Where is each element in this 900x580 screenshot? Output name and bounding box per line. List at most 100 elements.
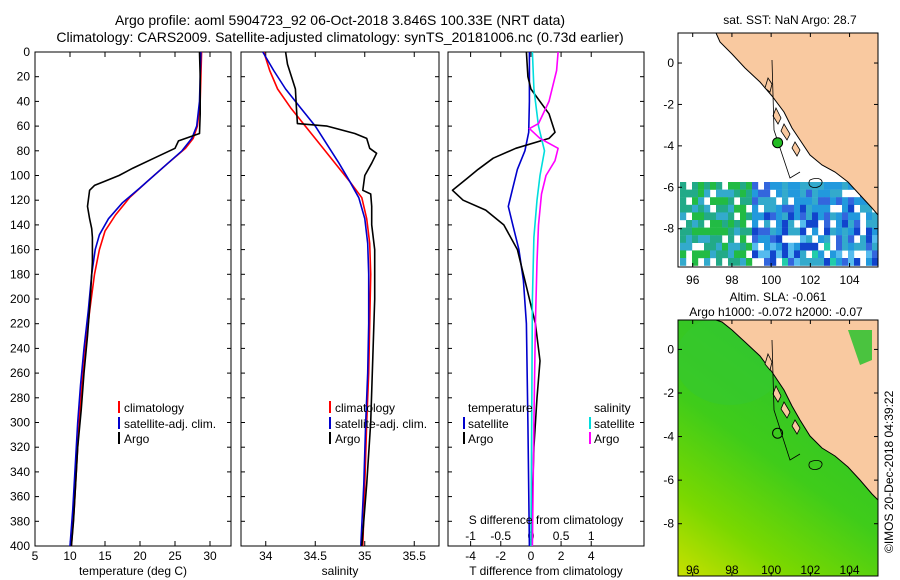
sst-cell — [854, 227, 861, 236]
difference-xlabel-top: S difference from climatology — [469, 513, 624, 527]
sst-cell — [818, 197, 825, 205]
sst-cell — [824, 189, 831, 198]
sst-cell — [752, 242, 759, 251]
sst-cell — [848, 204, 855, 213]
sst-cell — [836, 258, 843, 266]
sst-cell — [704, 182, 711, 190]
sla-map-island-2 — [772, 385, 782, 403]
sst-cell — [716, 212, 723, 221]
sst-cell — [788, 212, 795, 221]
sst-cell — [722, 189, 729, 198]
sst-cell — [794, 250, 801, 259]
sla-map-ytick-label: 0 — [667, 342, 674, 356]
sst-cell — [872, 227, 878, 236]
depth-tick-label: 260 — [10, 366, 30, 380]
sst-cell — [854, 212, 861, 221]
sst-cell — [806, 258, 813, 266]
sst-cell — [836, 197, 843, 205]
sst-cell — [764, 182, 771, 190]
sst-cell — [728, 250, 735, 259]
depth-tick-label: 100 — [10, 169, 30, 183]
sst-cell — [710, 250, 717, 259]
sst-cell — [722, 212, 729, 221]
sst-cell — [848, 258, 855, 266]
sst-map-island-1 — [764, 77, 773, 93]
difference-series-temperature-argo — [451, 52, 556, 546]
sst-cell — [800, 250, 807, 259]
sla-map: Altim. SLA: -0.061 Argo h1000: -0.072 h2… — [663, 290, 879, 577]
sst-cell — [824, 235, 831, 243]
sst-cell — [710, 197, 717, 205]
sst-cell — [806, 197, 813, 205]
sst-cell — [812, 250, 819, 259]
sst-cell — [680, 182, 687, 190]
sst-cell — [818, 212, 825, 221]
sst-cell — [710, 212, 717, 221]
sst-cell — [704, 212, 711, 221]
sst-cell — [800, 258, 807, 266]
difference-xtick-top-label: -0.5 — [490, 529, 511, 543]
sst-cell — [716, 227, 723, 236]
sst-cell — [782, 250, 789, 259]
sst-cell — [764, 227, 771, 236]
sst-cell — [866, 220, 873, 228]
sst-cell — [824, 220, 831, 228]
sst-cell — [848, 197, 855, 205]
sla-map-ytick-label: -6 — [663, 473, 674, 487]
sla-map-xtick-label: 98 — [725, 563, 739, 577]
sst-cell — [716, 250, 723, 259]
sst-cell — [836, 242, 843, 251]
sst-map-xtick-label: 98 — [725, 273, 739, 287]
sst-cell — [716, 197, 723, 205]
sst-cell — [848, 250, 855, 259]
salinity-xtick-label: 35.5 — [403, 549, 427, 563]
sst-cell — [764, 242, 771, 251]
sst-cell — [794, 189, 801, 198]
sst-cell — [770, 235, 777, 243]
salinity-series-climatology — [263, 52, 372, 546]
sst-cell — [812, 204, 819, 213]
sst-cell — [692, 212, 699, 221]
sst-cell — [728, 204, 735, 213]
difference-xtick-label: -2 — [495, 549, 506, 563]
depth-tick-label: 320 — [10, 440, 30, 454]
sst-cell — [698, 235, 705, 243]
sst-cell — [698, 227, 705, 236]
sst-cell — [782, 220, 789, 228]
sst-cell — [770, 242, 777, 251]
sst-cell — [800, 204, 807, 213]
sst-cell — [686, 242, 693, 251]
sst-cell — [698, 250, 705, 259]
sla-map-ticks: 96 98 100 102 104 0 -2 -4 -6 -8 — [663, 320, 878, 577]
sst-cell — [836, 227, 843, 236]
sst-cell — [794, 197, 801, 205]
temperature-panel: 5 10 15 20 25 30 temperature (deg C) climatol… — [32, 51, 232, 578]
sst-cell — [812, 227, 819, 236]
sst-cell — [728, 235, 735, 243]
sst-cell — [734, 204, 741, 213]
sst-cell — [680, 250, 687, 259]
sst-cell — [800, 227, 807, 236]
sst-cell — [692, 204, 699, 213]
sst-cell — [710, 242, 717, 251]
temperature-xtick-label: 15 — [98, 549, 112, 563]
salinity-xtick-label: 34 — [259, 549, 273, 563]
sla-map-xtick-label: 96 — [686, 563, 700, 577]
sst-cell — [872, 250, 878, 259]
sst-map-ticks: 96 98 100 102 104 0 -2 -4 -6 -8 — [663, 33, 878, 287]
sst-cell — [842, 220, 849, 228]
sst-cell — [728, 258, 735, 266]
sst-cell — [740, 250, 747, 259]
sst-cell — [794, 258, 801, 266]
sst-cell — [830, 227, 837, 236]
sst-cell — [842, 182, 849, 190]
sla-map-land-sumatra — [715, 320, 878, 501]
sst-cell — [836, 235, 843, 243]
sst-cell — [758, 250, 765, 259]
sla-map-ytick-label: -2 — [663, 386, 674, 400]
salinity-xlabel: salinity — [322, 564, 359, 578]
sst-cell — [830, 258, 837, 266]
sla-map-xtick-label: 104 — [840, 563, 860, 577]
sst-cell — [818, 235, 825, 243]
depth-tick-label: 80 — [17, 144, 31, 158]
